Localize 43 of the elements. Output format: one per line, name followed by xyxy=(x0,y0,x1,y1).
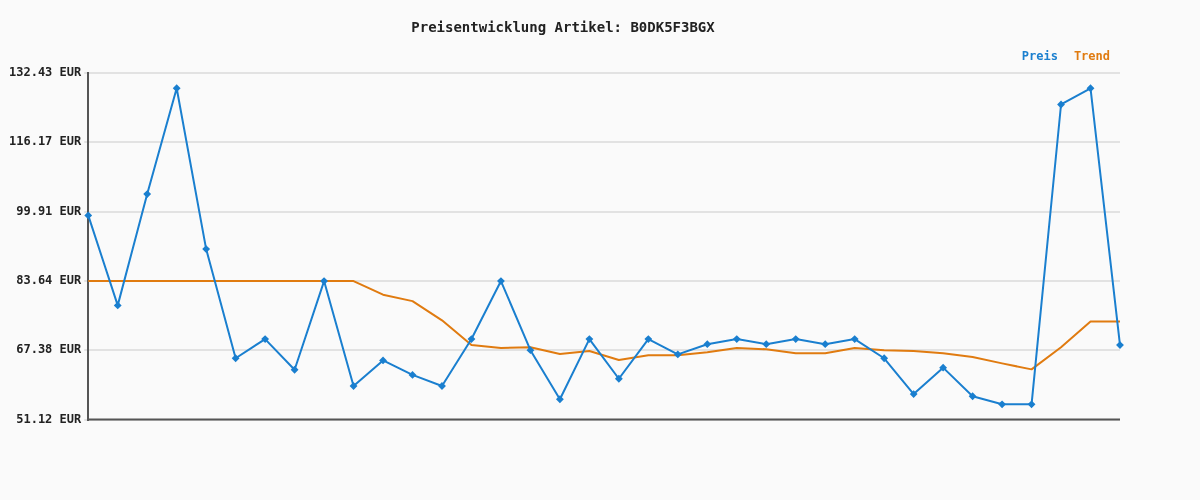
point xyxy=(1087,84,1095,92)
point xyxy=(232,354,240,362)
y-tick-label: 132.43 EUR xyxy=(9,64,83,79)
point xyxy=(969,392,977,400)
point xyxy=(497,277,505,285)
point xyxy=(821,340,829,348)
point xyxy=(409,371,417,379)
point xyxy=(173,84,181,92)
point xyxy=(114,301,122,309)
point xyxy=(851,335,859,343)
point xyxy=(467,335,475,343)
point xyxy=(615,375,623,383)
y-tick-label: 67.38 EUR xyxy=(16,342,83,357)
y-tick-label: 51.12 EUR xyxy=(16,411,83,426)
chart-title: Preisentwicklung Artikel: B0DK5F3BGX xyxy=(411,19,716,36)
point xyxy=(880,354,888,362)
point xyxy=(556,395,564,403)
point xyxy=(998,400,1006,408)
point xyxy=(910,390,918,398)
point xyxy=(202,245,210,253)
text: Trend xyxy=(1073,48,1110,63)
point xyxy=(733,335,741,343)
point xyxy=(143,190,151,198)
point xyxy=(526,346,534,354)
point xyxy=(350,382,358,390)
point xyxy=(320,277,328,285)
point xyxy=(792,335,800,343)
y-tick-label: 116.17 EUR xyxy=(9,134,83,149)
y-tick-label: 99.91 EUR xyxy=(16,203,83,218)
y-tick-label: 83.64 EUR xyxy=(16,273,83,288)
point xyxy=(1057,100,1065,108)
point xyxy=(585,335,593,343)
point xyxy=(261,335,269,343)
point xyxy=(762,340,770,348)
point xyxy=(644,335,652,343)
point xyxy=(84,211,92,219)
point xyxy=(703,340,711,348)
text: Preis xyxy=(1021,48,1058,63)
point xyxy=(1028,400,1036,408)
point xyxy=(674,350,682,358)
point xyxy=(939,364,947,372)
point xyxy=(379,356,387,364)
point xyxy=(291,366,299,374)
